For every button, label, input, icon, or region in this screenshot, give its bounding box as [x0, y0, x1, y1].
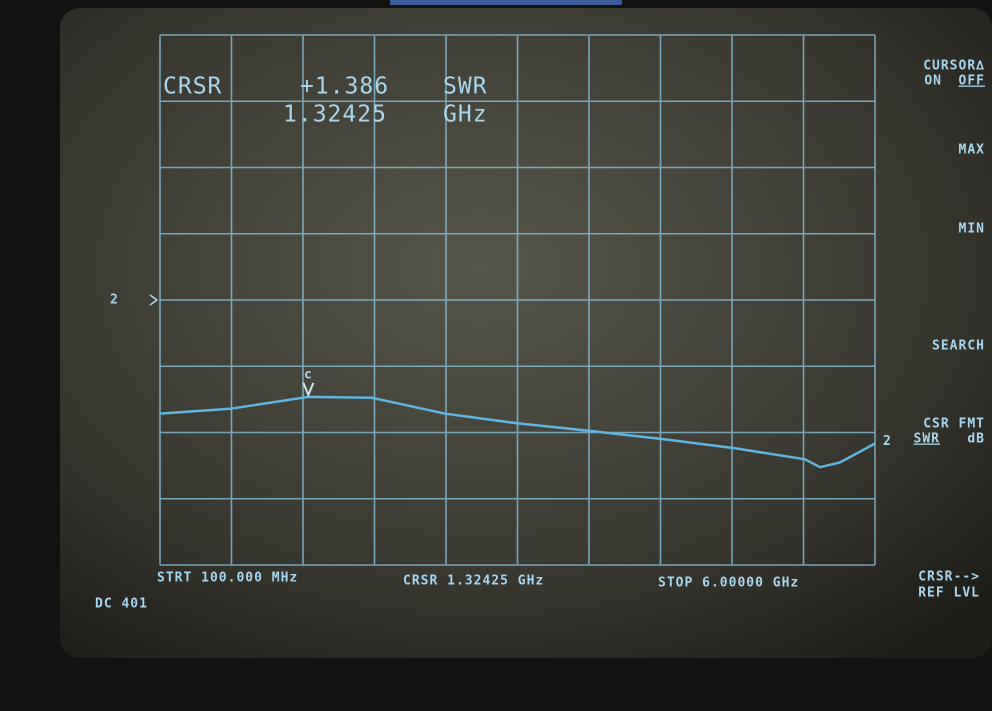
cursor-marker [302, 382, 315, 398]
softkey-max[interactable]: MAX [959, 143, 985, 158]
cursor-freq: CRSR 1.32425 GHz [403, 574, 544, 589]
trace-label: 2 [883, 434, 892, 449]
readout-freq: 1.32425 [283, 102, 387, 128]
screen [60, 8, 992, 658]
readout-unit: SWR [443, 74, 488, 100]
graticule [159, 34, 876, 566]
start-freq: STRT 100.000 MHz [157, 571, 298, 586]
cursor-marker-label: c [304, 367, 313, 382]
top-strip [390, 0, 622, 5]
readout-value: +1.386 [300, 74, 389, 100]
stop-freq: STOP 6.00000 GHz [658, 576, 799, 591]
softkey-db[interactable]: dB [967, 432, 985, 447]
softkey-crsr-to[interactable]: CRSR--> [918, 570, 980, 585]
ref-arrow [149, 294, 159, 306]
softkey-csr-fmt[interactable]: CSR FMT [923, 417, 985, 432]
softkey-cursor-delta[interactable]: CURSOR∆ [923, 59, 985, 74]
ref-marker: 2 [110, 293, 119, 308]
readout-label: CRSR [163, 74, 222, 100]
softkey-search[interactable]: SEARCH [932, 339, 985, 354]
status: DC 401 [95, 597, 148, 612]
softkey-off[interactable]: OFF [959, 74, 985, 89]
softkey-min[interactable]: MIN [959, 222, 985, 237]
softkey-ref-lvl[interactable]: REF LVL [918, 586, 980, 601]
readout-freq-unit: GHz [443, 102, 488, 128]
softkey-swr[interactable]: SWR [914, 432, 940, 447]
softkey-on[interactable]: ON [924, 74, 942, 89]
